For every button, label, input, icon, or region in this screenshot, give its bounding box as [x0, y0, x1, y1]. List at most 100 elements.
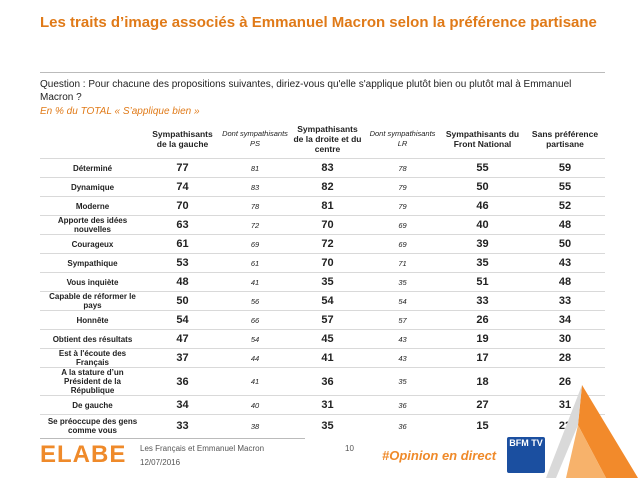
page-title: Les traits d’image associés à Emmanuel M… [40, 14, 597, 31]
cell-value: 54 [220, 329, 290, 349]
cell-value: 55 [525, 177, 605, 197]
cell-value: 27 [440, 395, 525, 415]
cell-value: 35 [365, 272, 440, 292]
footer-date: 12/07/2016 [140, 458, 181, 467]
cell-value: 36 [290, 367, 365, 396]
cell-value: 36 [365, 395, 440, 415]
cell-value: 33 [145, 414, 220, 437]
cell-value: 78 [220, 196, 290, 216]
table-row: Honnête 54 66 57 57 26 34 [40, 310, 605, 330]
cell-value: 72 [290, 234, 365, 254]
cell-value: 72 [220, 215, 290, 235]
table-subtitle: En % du TOTAL « S’applique bien » [40, 106, 200, 117]
cell-value: 33 [525, 291, 605, 311]
table-row: Apporte des idées nouvelles 63 72 70 69 40 48 [40, 215, 605, 235]
cell-value: 51 [440, 272, 525, 292]
survey-question: Question : Pour chacune des propositions… [40, 79, 572, 103]
header-sans: Sans préférence partisane [531, 129, 599, 149]
cell-value: 28 [525, 348, 605, 368]
table-row: Est à l'écoute des Français 37 44 41 43 17 28 [40, 348, 605, 368]
cell-value: 59 [525, 158, 605, 178]
cell-value: 17 [440, 348, 525, 368]
cell-value: 35 [290, 272, 365, 292]
cell-value: 40 [220, 395, 290, 415]
cell-value: 55 [440, 158, 525, 178]
footer-report-title: Les Français et Emmanuel Macron [140, 444, 265, 453]
cell-value: 50 [440, 177, 525, 197]
cell-value: 26 [525, 367, 605, 396]
cell-value: 26 [440, 310, 525, 330]
row-label: Moderne [40, 196, 145, 216]
row-label: Vous inquiète [40, 272, 145, 292]
header-gauche: Sympathisants de la gauche [152, 129, 213, 149]
cell-value: 79 [365, 196, 440, 216]
cell-value: 41 [220, 272, 290, 292]
cell-value: 19 [440, 329, 525, 349]
title-divider [40, 72, 605, 73]
row-label: Déterminé [40, 158, 145, 178]
cell-value: 77 [145, 158, 220, 178]
cell-value: 53 [145, 253, 220, 273]
row-label: A la stature d’un Président de la Républ… [40, 367, 145, 396]
cell-value: 35 [440, 253, 525, 273]
cell-value: 69 [365, 215, 440, 235]
cell-value: 63 [145, 215, 220, 235]
row-label: Capable de réformer le pays [40, 291, 145, 311]
cell-value: 71 [365, 253, 440, 273]
cell-value: 43 [525, 253, 605, 273]
cell-value: 61 [145, 234, 220, 254]
cell-value: 81 [290, 196, 365, 216]
cell-value: 33 [440, 291, 525, 311]
cell-value: 44 [220, 348, 290, 368]
cell-value: 50 [145, 291, 220, 311]
header-fn: Sympathisants du Front National [445, 129, 520, 149]
hashtag: #Opinion en direct [382, 448, 497, 463]
row-label: Honnête [40, 310, 145, 330]
cell-value: 48 [525, 272, 605, 292]
cell-value: 54 [145, 310, 220, 330]
decorative-triangle-icon [546, 385, 638, 478]
cell-value: 35 [290, 414, 365, 437]
cell-value: 82 [290, 177, 365, 197]
cell-value: 61 [220, 253, 290, 273]
table-row: Courageux 61 69 72 69 39 50 [40, 234, 605, 254]
row-label: Obtient des résultats [40, 329, 145, 349]
cell-value: 18 [440, 367, 525, 396]
row-label: Courageux [40, 234, 145, 254]
table-header-row: Sympathisants de la gauche Dont sympathi… [40, 120, 605, 159]
table-row: Dynamique 74 83 82 79 50 55 [40, 177, 605, 197]
cell-value: 69 [220, 234, 290, 254]
row-label: Est à l'écoute des Français [40, 348, 145, 368]
cell-value: 48 [145, 272, 220, 292]
table-row: Capable de réformer le pays 50 56 54 54 33 33 [40, 291, 605, 311]
cell-value: 36 [365, 414, 440, 437]
cell-value: 78 [365, 158, 440, 178]
table-row: Obtient des résultats 47 54 45 43 19 30 [40, 329, 605, 349]
cell-value: 34 [145, 395, 220, 415]
row-label: De gauche [40, 395, 145, 415]
row-label: Se préoccupe des gens comme vous [40, 414, 145, 437]
cell-value: 57 [290, 310, 365, 330]
cell-value: 31 [290, 395, 365, 415]
table-row: De gauche 34 40 31 36 27 31 [40, 395, 605, 415]
header-lr: Dont sympathisants LR [369, 129, 436, 148]
elabe-logo: ELABE [40, 441, 127, 468]
cell-value: 34 [525, 310, 605, 330]
bfmtv-logo: BFM TV [507, 437, 545, 473]
cell-value: 47 [145, 329, 220, 349]
table-row: Sympathique 53 61 70 71 35 43 [40, 253, 605, 273]
row-label: Apporte des idées nouvelles [40, 215, 145, 235]
cell-value: 38 [220, 414, 290, 437]
page-number: 10 [345, 444, 354, 453]
cell-value: 70 [290, 215, 365, 235]
cell-value: 70 [145, 196, 220, 216]
cell-value: 50 [525, 234, 605, 254]
cell-value: 45 [290, 329, 365, 349]
header-droite: Sympathisants de la droite et du centre [293, 124, 362, 154]
cell-value: 39 [440, 234, 525, 254]
header-ps: Dont sympathisants PS [222, 129, 288, 148]
cell-value: 43 [365, 329, 440, 349]
cell-value: 36 [145, 367, 220, 396]
cell-value: 74 [145, 177, 220, 197]
row-label: Sympathique [40, 253, 145, 273]
